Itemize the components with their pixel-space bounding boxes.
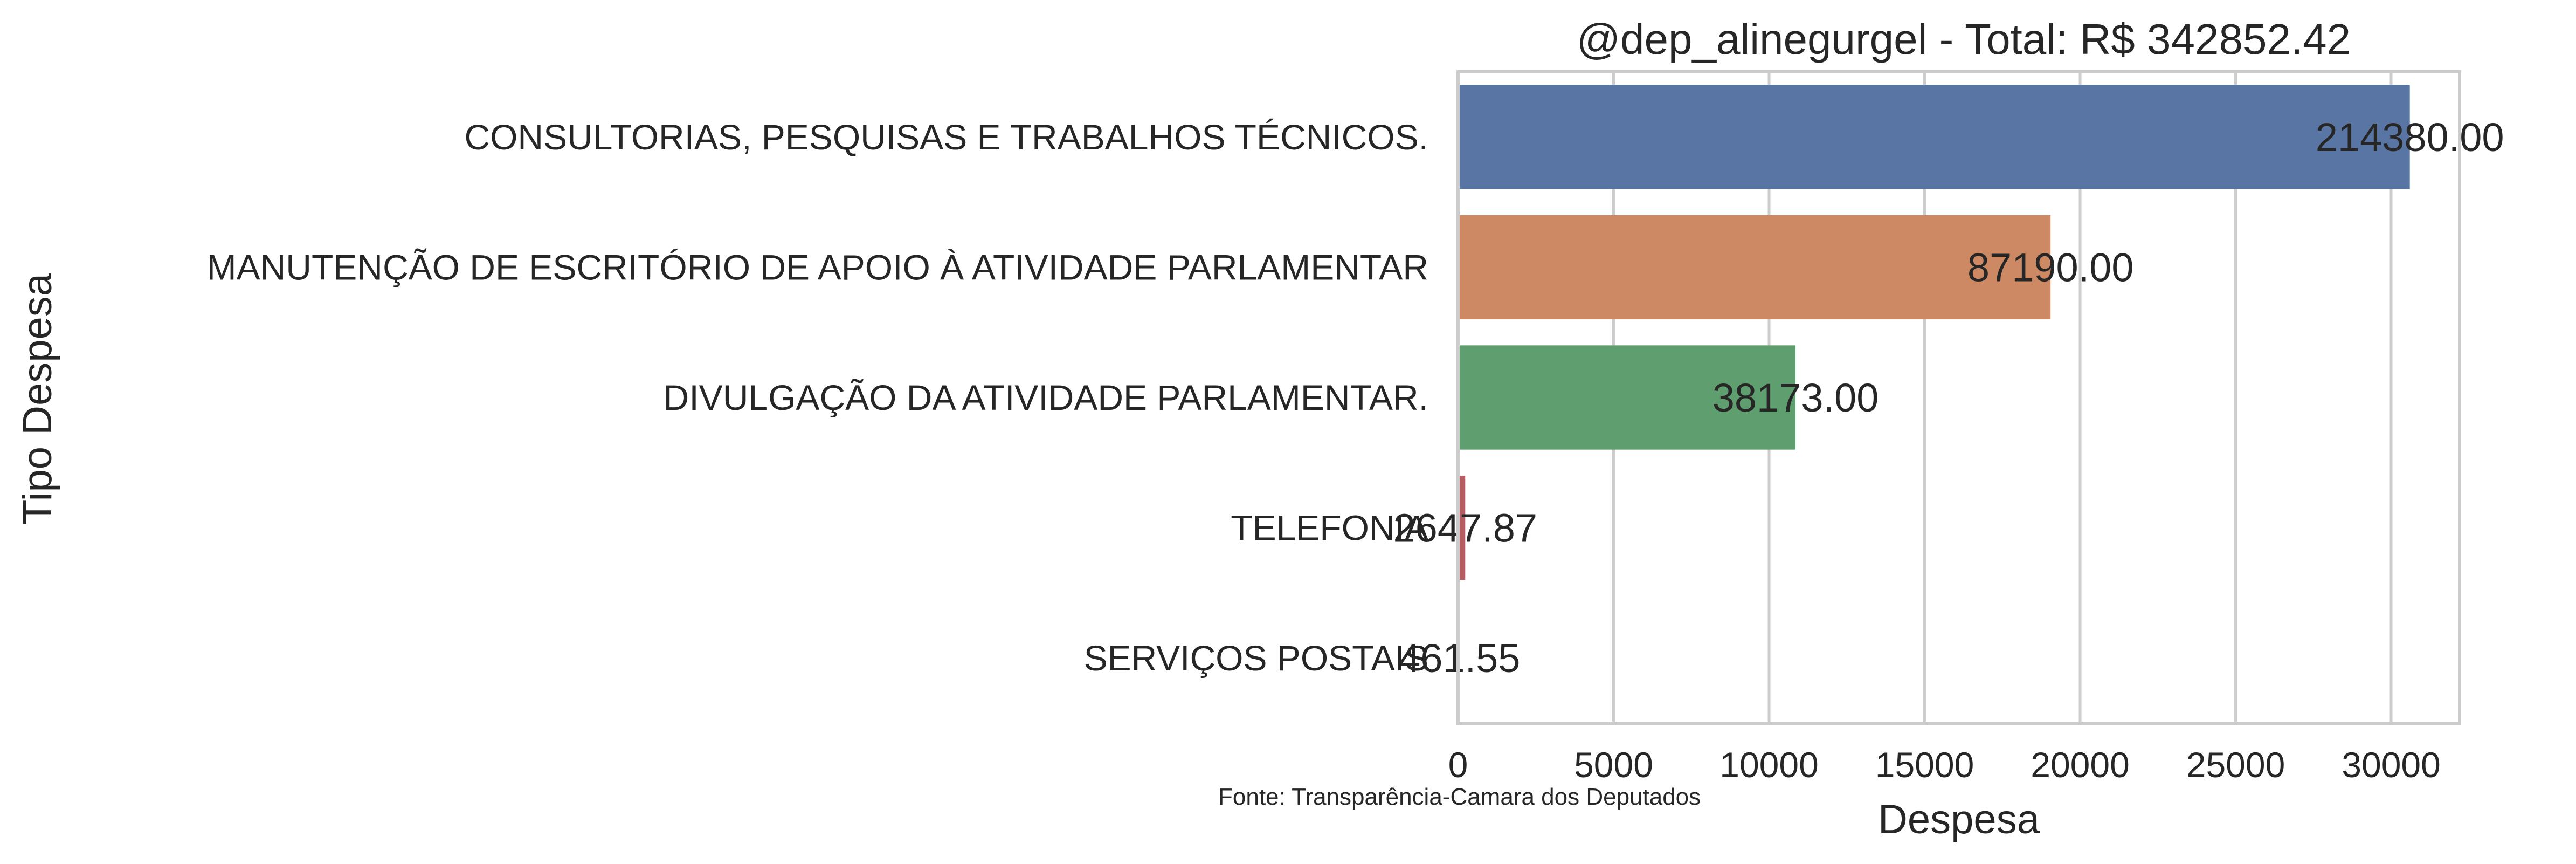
x-tick-label: 20000 xyxy=(2031,745,2130,785)
bar xyxy=(1458,345,1796,450)
data-label: 2647.87 xyxy=(1393,506,1538,551)
x-tick-label: 15000 xyxy=(1875,745,1974,785)
x-tick-label: 10000 xyxy=(1719,745,1819,785)
x-tick-label: 0 xyxy=(1448,745,1468,785)
x-axis-label: Despesa xyxy=(1878,797,2040,842)
x-tick-label: 5000 xyxy=(1574,745,1653,785)
bar xyxy=(1458,215,2051,320)
x-tick-label: 25000 xyxy=(2186,745,2285,785)
category-label: CONSULTORIAS, PESQUISAS E TRABALHOS TÉCN… xyxy=(464,117,1428,157)
chart-title: @dep_alinegurgel - Total: R$ 342852.42 xyxy=(1577,15,2351,63)
bar xyxy=(1458,475,1466,580)
category-label: TELEFONIA xyxy=(1231,508,1428,548)
x-tick-label: 30000 xyxy=(2342,745,2441,785)
category-label: SERVIÇOS POSTAIS xyxy=(1084,638,1428,678)
category-labels-group: CONSULTORIAS, PESQUISAS E TRABALHOS TÉCN… xyxy=(207,117,1428,678)
data-label: 214380.00 xyxy=(2316,115,2504,160)
category-label: MANUTENÇÃO DE ESCRITÓRIO DE APOIO À ATIV… xyxy=(207,247,1428,287)
category-label: DIVULGAÇÃO DA ATIVIDADE PARLAMENTAR. xyxy=(664,378,1428,417)
x-tick-labels-group: 0 5000 10000 15000 20000 25000 30000 xyxy=(1448,745,2441,785)
data-label: 38173.00 xyxy=(1712,375,1879,420)
data-label: 87190.00 xyxy=(1967,245,2134,290)
bar xyxy=(1458,85,2410,189)
bars-group xyxy=(1458,85,2410,710)
plot-frame xyxy=(1456,70,2461,725)
source-note: Fonte: Transparência-Camara dos Deputado… xyxy=(1218,784,1701,810)
y-axis-label: Tipo Despesa xyxy=(15,273,60,525)
